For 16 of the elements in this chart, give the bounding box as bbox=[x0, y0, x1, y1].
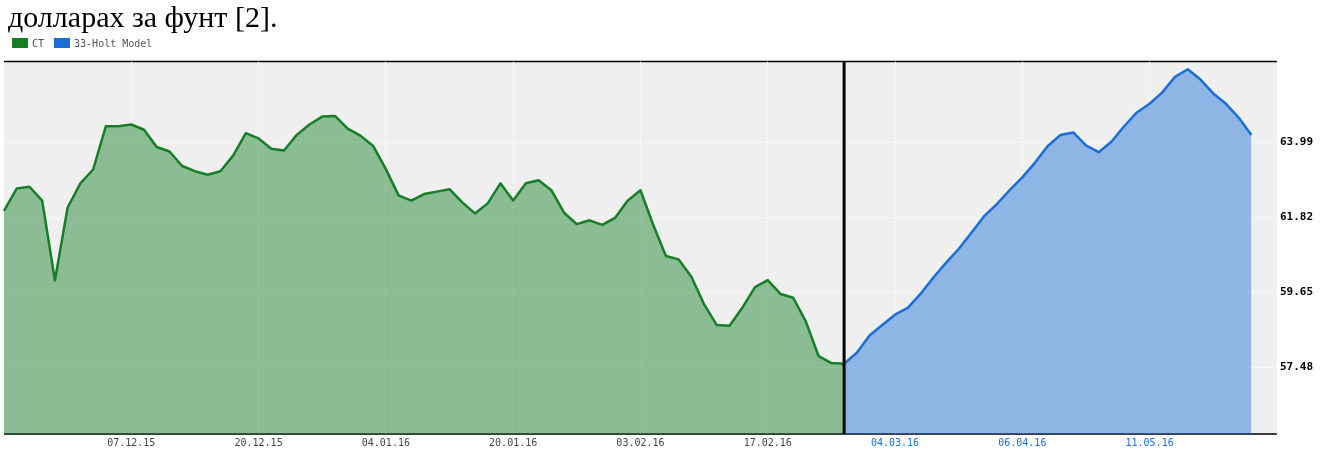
x-tick-label: 20.12.15 bbox=[234, 436, 283, 448]
x-tick-label: 17.02.16 bbox=[743, 436, 792, 448]
x-tick-label: 04.03.16 bbox=[870, 436, 920, 448]
chart-title: долларах за фунт [2]. bbox=[8, 0, 279, 34]
legend-label: CT bbox=[32, 37, 45, 49]
y-tick-label: 57.48 bbox=[1279, 360, 1314, 374]
x-tick-label: 11.05.16 bbox=[1125, 436, 1174, 448]
y-tick-label: 61.82 bbox=[1279, 210, 1314, 224]
x-tick-label: 20.01.16 bbox=[489, 436, 538, 448]
y-tick-label: 59.65 bbox=[1279, 285, 1314, 299]
x-tick-label: 07.12.15 bbox=[107, 436, 156, 448]
y-tick-label: 63.99 bbox=[1279, 135, 1314, 149]
x-tick-label: 06.04.16 bbox=[998, 436, 1047, 448]
legend-label: 33-Holt Model bbox=[74, 37, 153, 49]
x-tick-label: 03.02.16 bbox=[616, 436, 665, 448]
x-tick-label: 04.01.16 bbox=[361, 436, 410, 448]
